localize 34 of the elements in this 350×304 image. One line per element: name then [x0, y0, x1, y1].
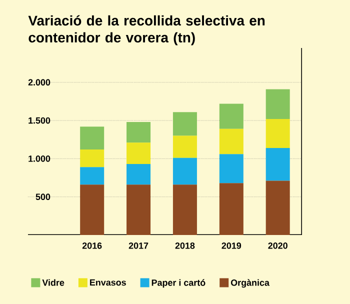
y-tick-label: 1.000 — [28, 155, 50, 162]
bar — [172, 158, 197, 185]
bar — [126, 122, 151, 143]
bar — [80, 184, 104, 235]
legend-label: Envasos — [90, 279, 126, 286]
bar — [219, 183, 244, 235]
bar — [126, 142, 151, 164]
bar — [266, 118, 290, 148]
bar — [80, 150, 104, 168]
bar — [80, 126, 104, 150]
bar — [219, 154, 244, 184]
bar — [126, 164, 151, 185]
chart-title: Variació de la recollida selectiva en contenidor de vorera (tn) — [28, 15, 265, 46]
bar — [80, 167, 104, 185]
x-tick-label: 2020 — [268, 242, 288, 249]
bar — [266, 180, 290, 235]
bar — [126, 184, 151, 235]
x-tick-label: 2019 — [222, 242, 242, 249]
bar — [219, 104, 244, 129]
bar — [219, 128, 244, 154]
bar — [172, 112, 197, 136]
y-tick-label: 500 — [36, 194, 50, 200]
legend-label: Paper i cartó — [152, 279, 206, 288]
y-tick-label: 2.000 — [28, 79, 50, 86]
bar — [266, 148, 290, 181]
x-tick-label: 2018 — [175, 242, 195, 249]
bar — [172, 184, 197, 235]
x-tick-label: 2017 — [128, 242, 148, 249]
bar — [266, 89, 290, 119]
y-tick-label: 1.500 — [28, 117, 50, 124]
legend-label: Vidre — [42, 279, 64, 286]
legend-label: Orgànica — [230, 279, 270, 288]
x-tick-label: 2016 — [82, 242, 102, 249]
bar — [172, 136, 197, 158]
